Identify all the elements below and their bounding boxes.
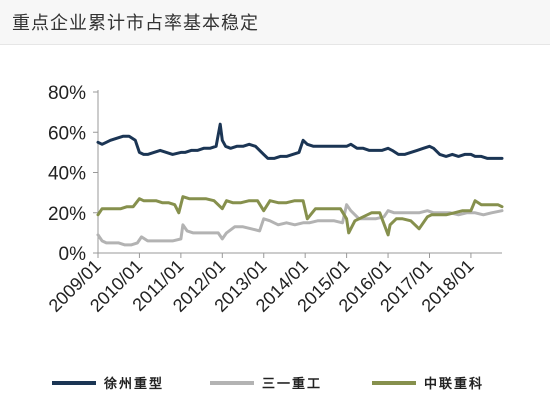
y-tick-label: 80%: [48, 83, 86, 104]
chart-title: 重点企业累计市占率基本稳定: [12, 13, 259, 33]
legend-label: 徐州重型: [103, 376, 164, 391]
y-tick-label: 60%: [48, 123, 86, 144]
legend-label: 中联重科: [424, 376, 484, 391]
chart-series: [96, 122, 504, 247]
series-line: [96, 122, 504, 160]
title-bar: 重点企业累计市占率基本稳定: [0, 0, 550, 45]
y-tick-label: 20%: [48, 204, 86, 225]
chart-legend: 徐州重型 三一重工 中联重科: [52, 376, 484, 391]
y-tick-label: 40%: [48, 164, 86, 185]
y-tick-label: 0%: [59, 244, 87, 265]
line-chart: 0%20%40%60%80%2009/012010/012011/012012/…: [45, 83, 504, 391]
series-line: [96, 203, 504, 247]
chart-axes: 0%20%40%60%80%2009/012010/012011/012012/…: [45, 83, 502, 316]
series-line: [96, 195, 504, 237]
legend-label: 三一重工: [262, 376, 322, 391]
